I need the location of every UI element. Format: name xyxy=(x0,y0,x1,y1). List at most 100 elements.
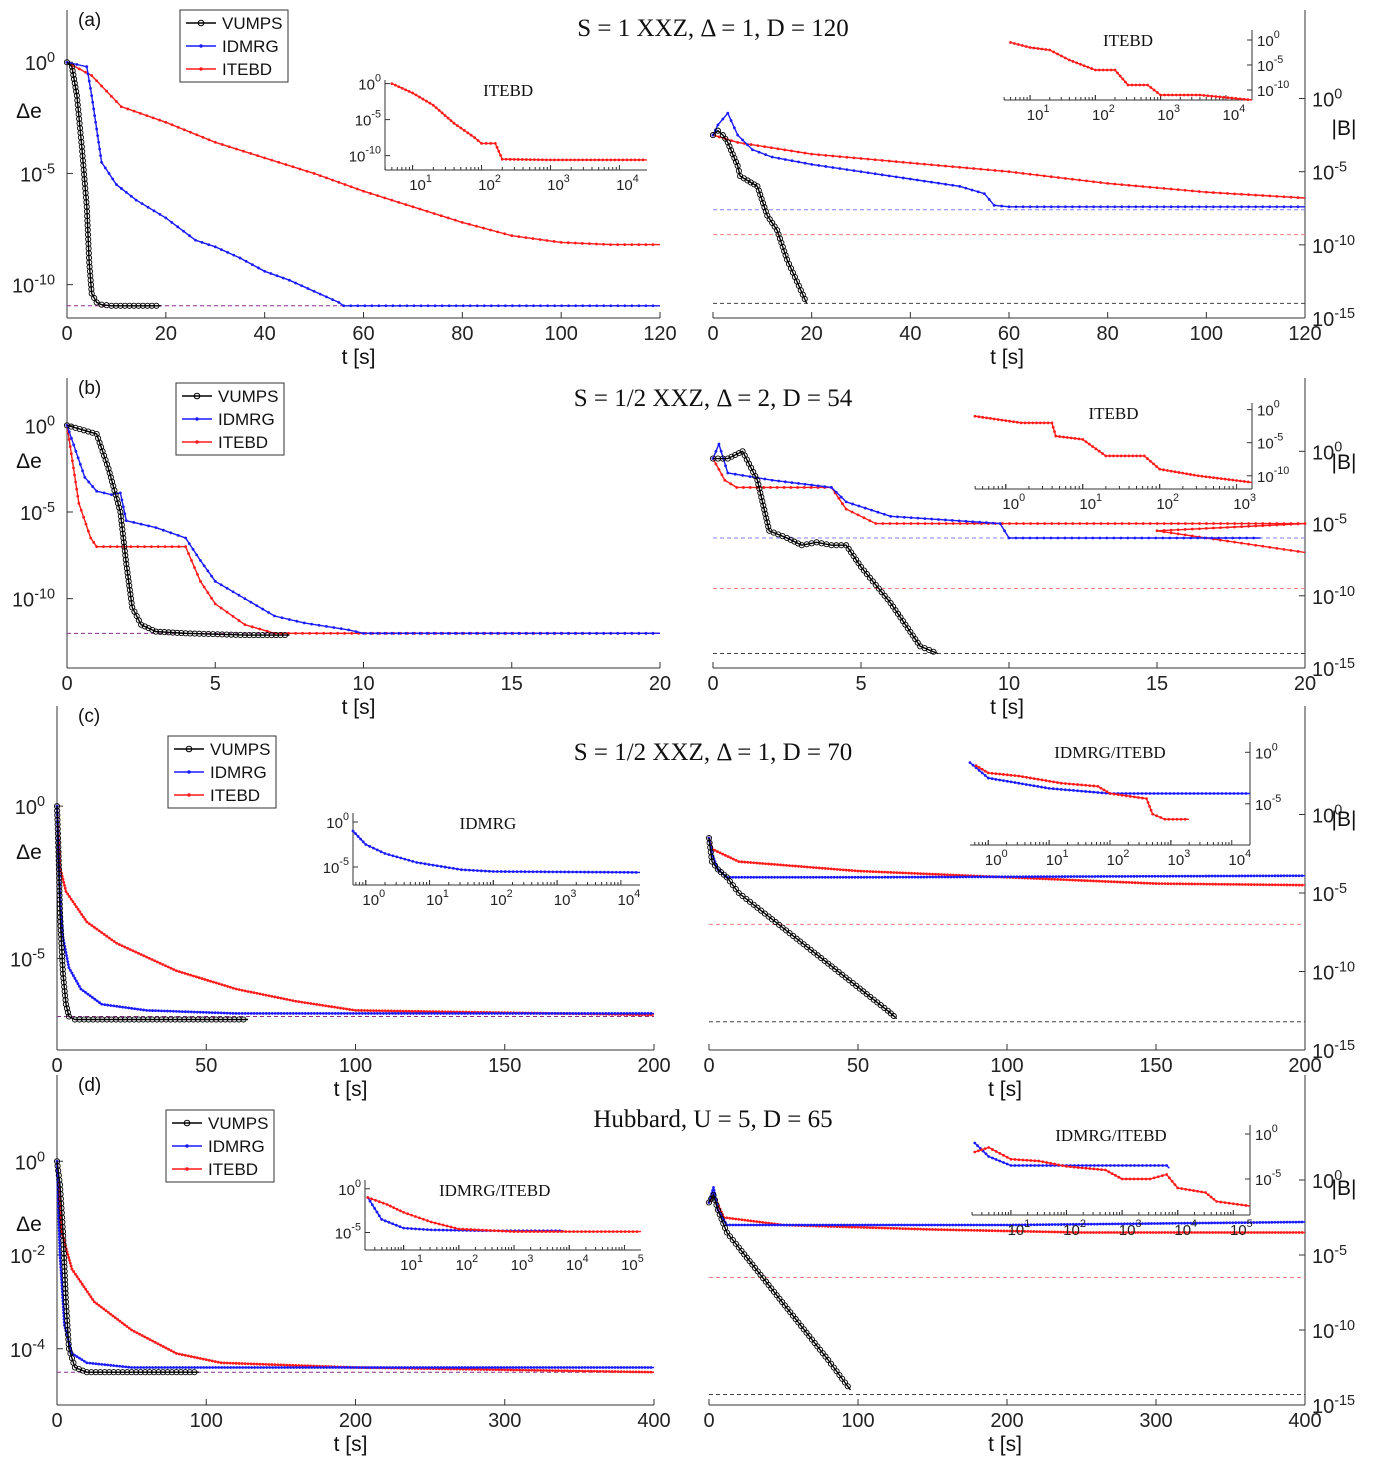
right-series-idmrg-marker xyxy=(1085,205,1088,209)
right-series-itebd-marker xyxy=(1220,882,1223,886)
right-series-itebd-marker xyxy=(1141,522,1145,525)
inset-series-itebd-marker xyxy=(410,1213,413,1217)
left-series-idmrg-marker xyxy=(630,631,634,635)
inset-series-idmrg-marker xyxy=(443,865,447,869)
right-series-idmrg-marker xyxy=(746,875,750,879)
right-series-idmrg-marker xyxy=(1165,874,1169,878)
right-x-tick-label: 0 xyxy=(703,1055,714,1077)
left-series-idmrg-marker xyxy=(161,528,165,532)
right-series-idmrg-marker xyxy=(797,1223,801,1227)
left-series-idmrg-marker xyxy=(208,1366,212,1369)
left-series-vumps-marker xyxy=(77,129,84,136)
right-series-idmrg-marker xyxy=(746,1223,750,1227)
left-series-itebd-marker xyxy=(123,945,127,949)
right-series-idmrg-marker xyxy=(1138,874,1142,878)
left-series-itebd-marker xyxy=(545,239,549,242)
left-series-itebd-marker xyxy=(321,1003,325,1007)
left-series-vumps-marker xyxy=(81,176,88,183)
left-series-itebd-marker xyxy=(467,222,471,226)
right-series-idmrg-marker xyxy=(950,518,954,522)
left-series-vumps-marker xyxy=(122,556,129,563)
right-series-itebd-marker xyxy=(1092,1231,1095,1234)
inset-series-itebd-marker xyxy=(1188,1188,1192,1192)
right-series-idmrg-marker xyxy=(877,875,881,879)
right-series-itebd-marker xyxy=(1244,883,1247,886)
right-series-idmrg-marker xyxy=(1190,205,1194,209)
right-series-itebd-marker xyxy=(1074,878,1077,882)
left-series-idmrg-marker xyxy=(255,604,259,607)
right-series-itebd-marker xyxy=(1264,883,1268,887)
right-series-vumps-marker xyxy=(732,1240,739,1247)
inset-series-idmrg-marker xyxy=(419,861,423,865)
right-series-idmrg-marker xyxy=(937,875,941,879)
inset-series-itebd-marker xyxy=(1198,93,1202,97)
inset-series-idmrg-marker xyxy=(1055,787,1059,791)
left-series-idmrg-marker xyxy=(58,1241,61,1245)
inset-series-itebd-marker xyxy=(1219,477,1223,481)
left-series-idmrg-marker xyxy=(269,272,273,275)
left-series-itebd-marker xyxy=(312,1002,316,1006)
right-series-idmrg-marker xyxy=(1141,205,1145,209)
right-series-idmrg-marker xyxy=(816,484,820,488)
right-series-itebd-marker xyxy=(1226,882,1229,886)
right-series-idmrg-marker xyxy=(976,190,980,194)
left-series-idmrg-marker xyxy=(195,553,199,557)
right-series-idmrg-marker xyxy=(1134,205,1138,209)
right-series-idmrg-marker xyxy=(1033,875,1037,879)
right-series-idmrg-marker xyxy=(1095,1222,1099,1226)
left-series-vumps-marker xyxy=(59,1214,66,1221)
left-series-idmrg-marker xyxy=(631,1366,635,1369)
left-series-itebd-marker xyxy=(531,237,535,240)
left-series-idmrg-marker xyxy=(550,1012,554,1015)
right-series-itebd-marker xyxy=(1029,1230,1033,1233)
inset-series-idmrg-marker xyxy=(994,1158,998,1161)
left-series-itebd-marker xyxy=(164,120,168,124)
inset-series-itebd-marker xyxy=(1052,50,1055,54)
inset-series-itebd-marker xyxy=(1062,435,1065,439)
right-series-itebd-marker xyxy=(805,865,809,869)
left-series-itebd-marker xyxy=(200,977,204,980)
left-series-idmrg-marker xyxy=(369,631,372,635)
left-series-idmrg-marker xyxy=(213,1011,217,1015)
right-series-vumps-marker xyxy=(844,1383,851,1390)
left-y-tick-label: 10-5 xyxy=(10,947,45,972)
right-series-idmrg-marker xyxy=(1216,1221,1220,1225)
inset-series-itebd-marker xyxy=(1002,1153,1005,1157)
right-series-itebd-marker xyxy=(1044,877,1048,881)
left-series-idmrg-marker xyxy=(610,1366,614,1369)
right-series-itebd-marker xyxy=(1029,522,1032,525)
right-series-itebd-marker xyxy=(1086,879,1089,883)
right-series-idmrg-marker xyxy=(1225,874,1229,878)
inset-series-itebd-marker xyxy=(406,1212,409,1216)
right-series-itebd-marker xyxy=(871,870,875,874)
right-y-tick-label: 10-15 xyxy=(1312,656,1355,681)
left-series-idmrg-marker xyxy=(275,274,279,278)
left-series-itebd-marker xyxy=(69,1264,73,1268)
inset-series-idmrg-marker xyxy=(1140,792,1144,795)
right-series-idmrg-marker xyxy=(1135,874,1139,878)
left-series-itebd-marker xyxy=(297,1000,301,1004)
inset-series-idmrg-marker xyxy=(1092,790,1096,794)
inset-series-itebd-marker xyxy=(455,124,459,127)
left-series-itebd-marker xyxy=(318,174,322,178)
left-series-idmrg-marker xyxy=(225,586,229,590)
left-series-idmrg-marker xyxy=(157,1009,160,1013)
right-series-vumps-marker xyxy=(751,181,758,188)
left-series-vumps-marker xyxy=(59,953,66,960)
left-series-vumps-marker xyxy=(72,424,79,431)
left-series-idmrg-marker xyxy=(324,1012,328,1015)
left-series-itebd-marker xyxy=(284,163,288,166)
left-series-idmrg-marker xyxy=(466,1366,470,1369)
left-series-idmrg-marker xyxy=(59,1262,62,1266)
left-series-itebd-marker xyxy=(134,950,138,954)
left-series-idmrg-marker xyxy=(280,1366,284,1369)
inset-series-itebd-marker xyxy=(1173,470,1177,474)
right-series-idmrg-marker xyxy=(741,138,744,142)
left-series-vumps-marker xyxy=(126,302,133,309)
right-series-itebd-marker xyxy=(1080,1231,1083,1234)
right-series-idmrg-marker xyxy=(907,875,911,879)
right-series-vumps-marker xyxy=(754,904,761,911)
left-series-idmrg-marker xyxy=(550,1366,554,1369)
inset-series-idmrg-marker xyxy=(575,870,578,874)
inset-x-tick-label: 103 xyxy=(1168,848,1191,869)
